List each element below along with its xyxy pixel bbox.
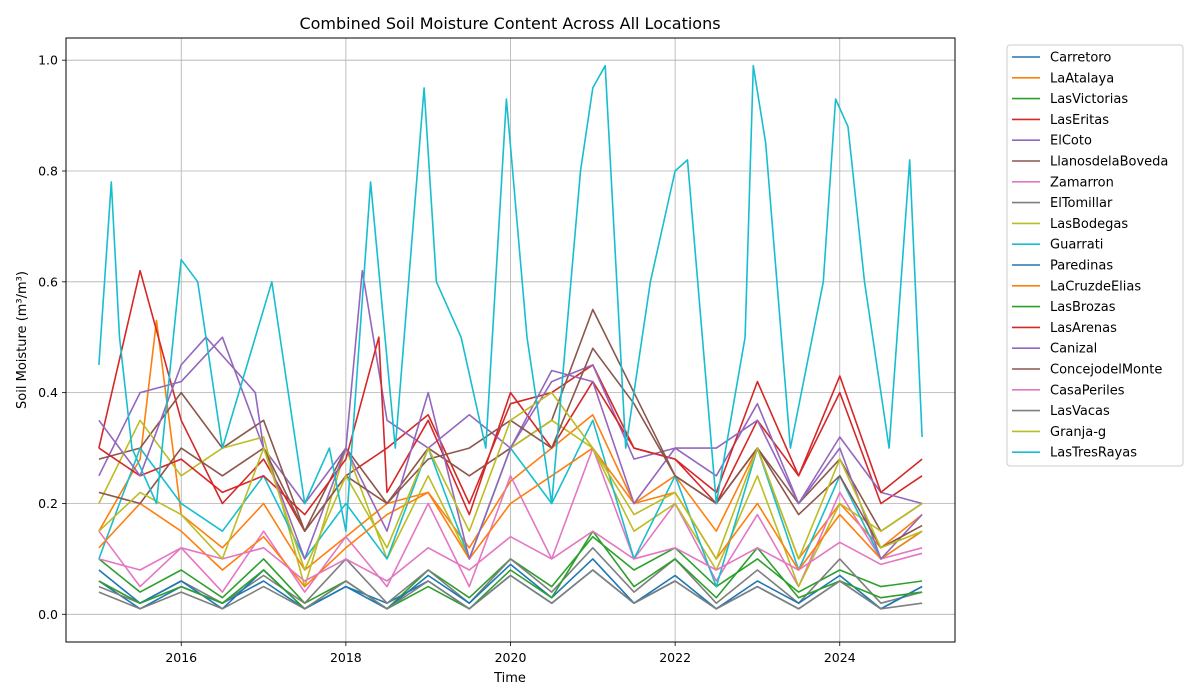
legend-label-paredinas: Paredinas — [1050, 259, 1113, 274]
legend-label-eltomillar: ElTomillar — [1050, 196, 1113, 211]
x-tick-label: 2024 — [824, 650, 856, 665]
y-tick-label: 0.4 — [38, 385, 58, 400]
series-line-canizal — [98, 336, 923, 560]
legend-label-llanosdelaboveda: LlanosdelaBoveda — [1050, 155, 1168, 170]
series-line-lasarenas — [98, 336, 923, 516]
series-line-lasbrozas — [98, 530, 923, 610]
legend-label-lasarenas: LasArenas — [1050, 321, 1117, 336]
x-tick-label: 2018 — [330, 650, 362, 665]
x-axis-label: Time — [493, 671, 526, 686]
legend-label-granja-g: Granja-g — [1050, 425, 1106, 440]
x-tick-label: 2020 — [495, 650, 527, 665]
series-line-laseritas — [98, 269, 923, 533]
series-line-lasvacas — [98, 569, 923, 610]
series-layer — [98, 64, 923, 610]
y-tick-label: 0.0 — [38, 607, 58, 622]
legend-label-lasbrozas: LasBrozas — [1050, 300, 1116, 315]
x-axis: 2016 2018 2020 2022 2024 — [165, 642, 856, 665]
legend-label-lasvacas: LasVacas — [1050, 404, 1110, 419]
chart-title: Combined Soil Moisture Content Across Al… — [299, 14, 720, 33]
legend-frame — [1006, 44, 1184, 467]
legend-label-elcoto: ElCoto — [1050, 134, 1092, 149]
legend-label-casaperiles: CasaPeriles — [1050, 383, 1125, 398]
legend-label-lastresrayas: LasTresRayas — [1050, 446, 1137, 461]
legend-label-lacruzdeelias: LaCruzdeElias — [1050, 279, 1141, 294]
y-tick-label: 0.6 — [38, 274, 58, 289]
legend-label-guarrati: Guarrati — [1050, 238, 1103, 253]
series-line-lastresrayas — [98, 64, 923, 533]
x-tick-label: 2016 — [165, 650, 197, 665]
y-tick-label: 0.2 — [38, 496, 58, 511]
y-tick-label: 1.0 — [38, 53, 58, 68]
y-tick-label: 0.8 — [38, 163, 58, 178]
legend-label-canizal: Canizal — [1050, 342, 1097, 357]
series-line-lacruzdeelias — [98, 447, 923, 588]
x-tick-label: 2022 — [659, 650, 691, 665]
series-line-granja-g — [98, 391, 923, 571]
legend-label-carretoro: Carretoro — [1050, 51, 1111, 66]
series-line-eltomillar — [98, 546, 923, 605]
legend-label-zamarron: Zamarron — [1050, 175, 1114, 190]
legend-label-laseritas: LasEritas — [1050, 113, 1109, 128]
series-line-elcoto — [98, 269, 923, 505]
legend-label-concejodelmonte: ConcejodelMonte — [1050, 363, 1162, 378]
legend-label-laatalaya: LaAtalaya — [1050, 71, 1114, 86]
series-line-paredinas — [98, 558, 923, 610]
series-line-casaperiles — [98, 530, 923, 582]
y-axis-label: Soil Moisture (m³/m³) — [15, 271, 30, 409]
legend-label-lasbodegas: LasBodegas — [1050, 217, 1128, 232]
legend-label-lasvictorias: LasVictorias — [1050, 92, 1128, 107]
legend: Carretoro LaAtalaya LasVictorias LasEritas E… — [1006, 44, 1184, 467]
y-axis: 0.0 0.2 0.4 0.6 0.8 1.0 — [38, 53, 66, 622]
